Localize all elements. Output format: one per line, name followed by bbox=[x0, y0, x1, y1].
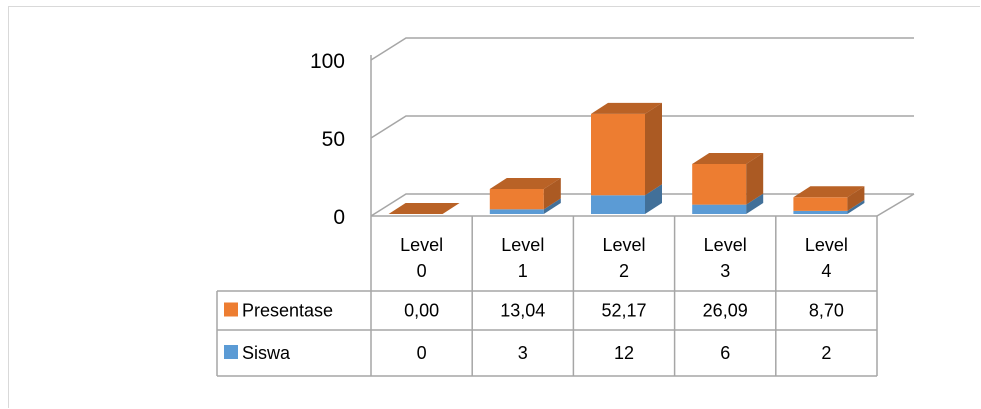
bar-top bbox=[793, 186, 865, 198]
bar-side bbox=[543, 177, 561, 210]
gridlines: 0 50 100 bbox=[310, 37, 914, 229]
gridline bbox=[370, 37, 914, 61]
bar-side bbox=[645, 184, 662, 214]
data-label: 3 bbox=[518, 343, 528, 363]
data-label: 12 bbox=[614, 343, 634, 363]
bar-front bbox=[591, 195, 645, 214]
bar-side bbox=[746, 152, 764, 205]
bar-presentase-3 bbox=[692, 152, 764, 205]
bar-front bbox=[692, 204, 747, 214]
bar-presentase-0 bbox=[388, 203, 460, 215]
bar-front bbox=[489, 188, 544, 210]
series-name-siswa: Siswa bbox=[242, 343, 291, 363]
category-label: Level bbox=[704, 235, 747, 255]
bar-top bbox=[591, 102, 662, 114]
bar-top bbox=[388, 203, 460, 214]
bar-siswa-4 bbox=[793, 199, 865, 214]
bar-presentase-4 bbox=[793, 186, 865, 211]
category-label: Level bbox=[400, 235, 443, 255]
bars bbox=[388, 102, 865, 215]
category-label: Level bbox=[501, 235, 544, 255]
bar-side bbox=[645, 102, 662, 196]
chart-frame bbox=[8, 6, 980, 408]
bar-side bbox=[746, 193, 764, 214]
floor-right-edge bbox=[876, 193, 915, 217]
bar-presentase-1 bbox=[489, 177, 561, 210]
data-label: 26,09 bbox=[703, 301, 748, 321]
data-label: 6 bbox=[720, 343, 730, 363]
gridline bbox=[370, 115, 914, 139]
category-label: 0 bbox=[417, 261, 427, 281]
data-label: 8,70 bbox=[809, 301, 844, 321]
bar-top bbox=[692, 152, 764, 164]
series-name-presentase: Presentase bbox=[242, 301, 333, 321]
bar-side bbox=[847, 199, 865, 214]
data-label: 0 bbox=[417, 343, 427, 363]
category-label: 1 bbox=[518, 261, 528, 281]
category-label: 2 bbox=[619, 261, 629, 281]
data-label: 2 bbox=[821, 343, 831, 363]
category-label: Level bbox=[805, 235, 848, 255]
data-table: Level 0 Level 1 Level 2 Level 3 Level 4 Presentase… bbox=[216, 216, 878, 377]
data-label: 0,00 bbox=[404, 301, 439, 321]
bar-presentase-2 bbox=[591, 102, 662, 196]
data-label: 13,04 bbox=[500, 301, 545, 321]
bar-side bbox=[543, 198, 561, 214]
y-tick-label: 0 bbox=[333, 206, 345, 229]
bar-side bbox=[847, 186, 865, 211]
category-label: 4 bbox=[821, 261, 831, 281]
y-tick-label: 50 bbox=[322, 128, 345, 151]
bar-siswa-3 bbox=[692, 193, 764, 214]
category-label: 3 bbox=[720, 261, 730, 281]
bar-siswa-1 bbox=[489, 198, 561, 214]
category-label: Level bbox=[602, 235, 645, 255]
bar-front bbox=[793, 210, 848, 214]
bar-front bbox=[591, 113, 645, 196]
legend-key-presentase bbox=[224, 302, 238, 317]
bar-siswa-2 bbox=[591, 184, 662, 214]
bar-front bbox=[692, 163, 747, 205]
bar-front bbox=[793, 197, 848, 211]
legend-key-siswa bbox=[224, 345, 238, 359]
y-tick-label: 100 bbox=[310, 50, 345, 73]
bar-front bbox=[489, 209, 544, 214]
bar-top bbox=[489, 177, 561, 189]
data-label: 52,17 bbox=[601, 301, 646, 321]
